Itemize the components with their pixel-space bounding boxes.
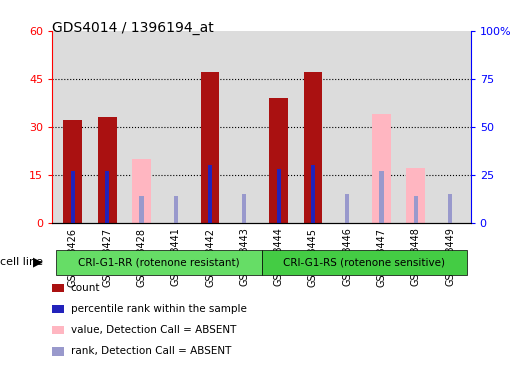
Text: cell line: cell line xyxy=(0,257,43,267)
Bar xyxy=(345,194,349,223)
Bar xyxy=(242,194,246,223)
Bar xyxy=(303,72,322,223)
Bar xyxy=(132,159,151,223)
Bar xyxy=(406,168,425,223)
Bar xyxy=(105,171,109,223)
Bar xyxy=(311,165,315,223)
Bar xyxy=(140,196,143,223)
Bar xyxy=(71,171,75,223)
Bar xyxy=(208,165,212,223)
Text: rank, Detection Call = ABSENT: rank, Detection Call = ABSENT xyxy=(71,346,231,356)
Bar xyxy=(269,98,288,223)
Bar xyxy=(201,72,220,223)
Bar xyxy=(414,196,418,223)
Bar xyxy=(448,194,452,223)
Text: count: count xyxy=(71,283,100,293)
Text: ▶: ▶ xyxy=(33,256,42,268)
Bar xyxy=(277,169,281,223)
Text: CRI-G1-RS (rotenone sensitive): CRI-G1-RS (rotenone sensitive) xyxy=(283,257,446,267)
Text: GDS4014 / 1396194_at: GDS4014 / 1396194_at xyxy=(52,21,214,35)
Text: CRI-G1-RR (rotenone resistant): CRI-G1-RR (rotenone resistant) xyxy=(78,257,240,267)
Bar xyxy=(174,196,178,223)
Bar xyxy=(380,171,383,223)
Text: percentile rank within the sample: percentile rank within the sample xyxy=(71,304,246,314)
Text: value, Detection Call = ABSENT: value, Detection Call = ABSENT xyxy=(71,325,236,335)
Bar xyxy=(372,114,391,223)
Bar xyxy=(63,120,82,223)
Bar xyxy=(98,117,117,223)
